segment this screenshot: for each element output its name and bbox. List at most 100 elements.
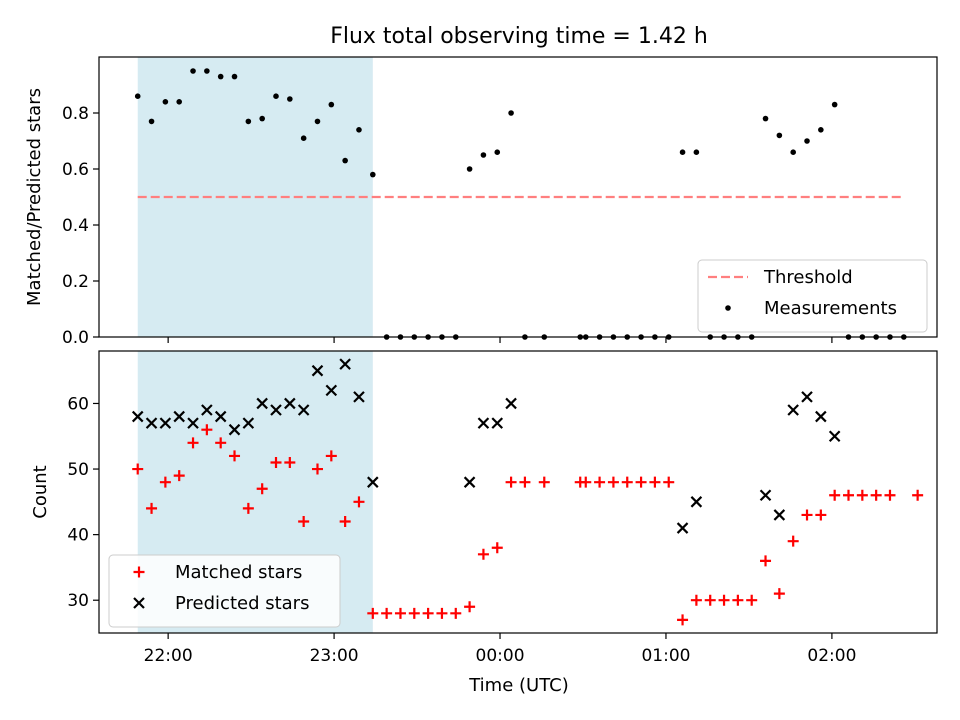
matched-star-point	[870, 489, 882, 501]
predicted-star-point	[187, 417, 199, 429]
matched-star-point	[635, 476, 647, 488]
predicted-star-point	[325, 384, 338, 397]
bottom-ytick-label: 50	[67, 460, 89, 480]
measurement-point	[259, 115, 265, 122]
top-ytick-label: 0.8	[62, 104, 89, 124]
predicted-star-point	[270, 404, 282, 416]
measurement-point	[466, 166, 473, 172]
measurement-point	[790, 149, 796, 155]
predicted-star-point	[145, 417, 158, 429]
matched-star-point	[580, 476, 592, 488]
bottom-ytick-label: 40	[67, 526, 89, 546]
matched-star-point	[325, 450, 337, 462]
matched-star-point	[311, 463, 323, 475]
x-axis-label: Time (UTC)	[468, 675, 569, 696]
legend-box	[697, 259, 928, 333]
predicted-star-point	[505, 397, 517, 410]
measurement-point	[231, 73, 238, 80]
matched-star-point	[215, 437, 227, 449]
matched-star-point	[815, 509, 827, 521]
matched-star-point	[594, 476, 606, 488]
xtick-label: 01:00	[641, 646, 690, 666]
xtick-label: 22:00	[144, 646, 193, 666]
matched-star-point	[464, 601, 476, 613]
legend-x-swatch	[133, 597, 145, 609]
matched-star-point	[842, 489, 854, 501]
legend-label: Threshold	[763, 267, 853, 288]
matched-star-point	[884, 489, 896, 501]
matched-star-point	[187, 437, 199, 449]
measurement-point	[328, 101, 335, 108]
matched-star-point	[229, 450, 241, 462]
predicted-star-point	[131, 410, 144, 423]
measurement-point	[693, 149, 700, 155]
measurement-point	[342, 157, 348, 164]
matched-star-point	[677, 614, 689, 626]
predicted-star-point	[256, 397, 268, 410]
matched-star-point	[519, 476, 531, 488]
bottom-ytick-label: 60	[67, 394, 89, 414]
predicted-star-point	[787, 404, 799, 416]
legend-dot-swatch	[725, 305, 731, 311]
measurement-point	[287, 96, 293, 102]
measurement-point	[804, 138, 810, 144]
top-y-axis-label: Matched/Predicted stars	[24, 88, 45, 306]
matched-star-point	[353, 496, 365, 508]
matched-star-point	[159, 476, 171, 488]
xtick-label: 23:00	[310, 646, 359, 666]
measurement-point	[314, 118, 321, 125]
xtick-label: 00:00	[476, 646, 525, 666]
predicted-star-point	[201, 404, 213, 416]
measurement-point	[776, 132, 783, 139]
predicted-star-point	[311, 364, 324, 377]
predicted-star-point	[297, 404, 310, 416]
matched-star-point	[201, 424, 213, 436]
matched-star-point	[732, 594, 744, 606]
measurement-point	[148, 118, 155, 125]
measurement-point	[273, 93, 279, 99]
matched-star-point	[146, 502, 158, 514]
measurement-point	[162, 99, 169, 105]
matched-star-point	[663, 476, 675, 488]
legend-plus-swatch	[133, 566, 145, 578]
matched-star-point	[760, 555, 772, 567]
measurement-point	[818, 127, 824, 133]
predicted-star-point	[690, 496, 703, 508]
predicted-star-point	[214, 410, 227, 423]
matched-star-point	[538, 476, 550, 488]
matched-star-point	[801, 509, 813, 521]
matched-star-point	[477, 548, 489, 560]
matched-star-point	[394, 607, 406, 619]
predicted-star-point	[242, 417, 255, 429]
legend-label: Measurements	[764, 298, 897, 319]
top-axes-frame	[98, 56, 938, 338]
legend-label: Predicted stars	[175, 593, 309, 614]
predicted-star-point	[477, 417, 490, 429]
predicted-star-point	[491, 417, 504, 429]
measurement-point	[508, 110, 514, 116]
predicted-star-point	[773, 509, 786, 521]
predicted-star-point	[815, 410, 827, 423]
matched-star-point	[491, 542, 503, 554]
matched-star-point	[505, 476, 517, 488]
measurement-point	[480, 152, 487, 158]
matched-star-point	[718, 594, 730, 606]
matched-star-point	[436, 607, 448, 619]
matched-star-point	[173, 470, 185, 482]
predicted-star-point	[463, 476, 476, 488]
predicted-star-point	[339, 358, 351, 370]
predicted-star-point	[284, 397, 296, 410]
xtick-label: 02:00	[807, 646, 856, 666]
measurement-point	[370, 171, 376, 178]
top-panel: 0.00.20.40.60.8 Matched/Predicted stars …	[24, 56, 938, 348]
top-legend: Threshold Measurements	[697, 259, 928, 333]
predicted-star-point	[353, 391, 365, 403]
predicted-star-point	[801, 391, 813, 403]
matched-star-point	[381, 607, 393, 619]
legend-box	[108, 554, 341, 628]
matched-star-point	[704, 594, 716, 606]
matched-star-point	[422, 607, 434, 619]
bottom-axes-frame	[98, 350, 938, 634]
matched-star-point	[690, 594, 702, 606]
